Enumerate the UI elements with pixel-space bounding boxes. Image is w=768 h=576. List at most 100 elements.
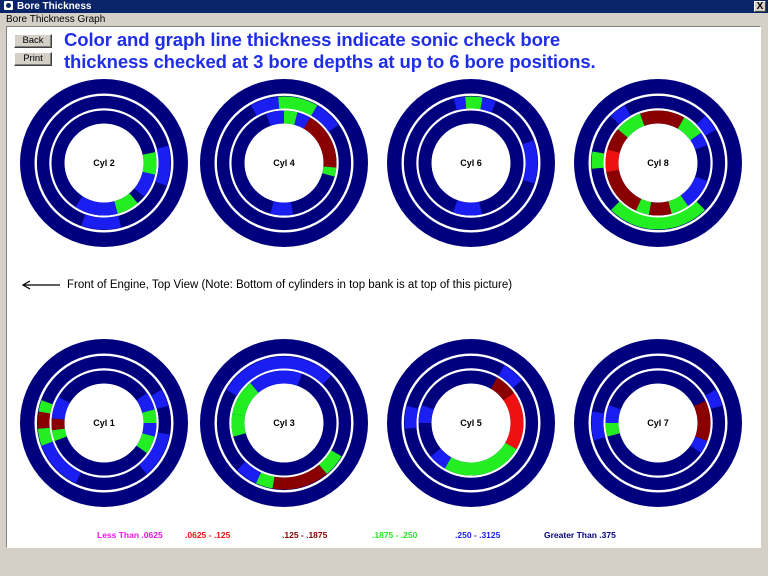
thickness-segment-blue	[404, 405, 419, 429]
thickness-segment-red	[503, 392, 524, 450]
legend-item-125-1875: .125 - .1875	[282, 530, 328, 540]
thickness-segment-green	[231, 413, 246, 437]
cylinder-label: Cyl 8	[647, 158, 669, 168]
ring-separator	[401, 93, 541, 233]
ring-separator	[49, 368, 159, 478]
cylinder-label: Cyl 1	[93, 418, 115, 428]
thickness-segment-red	[605, 149, 620, 173]
thickness-segment-green	[136, 432, 155, 454]
ring-separator	[49, 108, 159, 218]
cylinder-cyl-7: Cyl 7	[574, 339, 742, 507]
cylinder-cyl-1: Cyl 1	[20, 339, 188, 507]
cylinder-label: Cyl 7	[647, 418, 669, 428]
print-button[interactable]: Print	[14, 52, 52, 66]
thickness-segment-green	[617, 113, 645, 138]
thickness-segment-darkred	[607, 129, 628, 154]
thickness-segment-blue	[138, 432, 170, 474]
bore-interior	[431, 383, 511, 463]
thickness-segment-blue	[690, 132, 708, 150]
thickness-segment-blue	[591, 411, 606, 441]
thickness-segment-blue	[453, 96, 467, 111]
thickness-segment-green	[610, 201, 706, 230]
thickness-segment-blue	[605, 405, 621, 424]
ring-separator	[603, 108, 713, 218]
ring-separator	[603, 368, 713, 478]
bore-interior	[431, 123, 511, 203]
bore-interior	[618, 383, 698, 463]
cylinder-cyl-8: Cyl 8	[574, 79, 742, 247]
thickness-segment-blue	[142, 422, 157, 437]
thickness-segment-darkred	[490, 377, 515, 401]
thickness-segment-blue	[705, 389, 723, 410]
thickness-segment-blue	[136, 392, 155, 414]
menu-item-bore-thickness-graph[interactable]: Bore Thickness Graph	[6, 14, 106, 25]
thickness-segment-blue	[250, 370, 285, 393]
thickness-segment-blue	[270, 201, 294, 216]
thickness-segment-green	[591, 151, 605, 169]
cylinder-cyl-3: Cyl 3	[200, 339, 368, 507]
ring-separator	[588, 353, 728, 493]
thickness-segment-blue	[155, 145, 171, 186]
thickness-segment-darkred	[648, 201, 672, 216]
headline: Color and graph line thickness indicate …	[64, 29, 754, 73]
bore-interior	[64, 383, 144, 463]
thickness-segment-blue	[522, 140, 538, 184]
thickness-segment-green	[113, 193, 138, 214]
ring-separator	[34, 353, 174, 493]
thickness-segment-blue	[430, 448, 452, 469]
ring-separator	[229, 368, 339, 478]
cylinder-label: Cyl 2	[93, 158, 115, 168]
ring-separator	[401, 353, 541, 493]
thickness-segment-blue	[498, 365, 522, 389]
close-button[interactable]: X	[754, 1, 766, 12]
thickness-segment-blue	[134, 171, 156, 197]
thickness-segment-darkred	[272, 464, 327, 490]
legend-item-250-3125: .250 - .3125	[455, 530, 501, 540]
thickness-segment-darkred	[606, 169, 642, 211]
thickness-segment-blue	[690, 436, 708, 454]
ring-separator	[588, 93, 728, 233]
headline-line-2: thickness checked at 3 bore depths at up…	[64, 51, 596, 72]
legend-item-less-than-0625: Less Than .0625	[97, 530, 163, 540]
thickness-segment-blue	[266, 110, 285, 126]
thickness-segment-blue	[418, 405, 434, 424]
thickness-segment-green	[283, 110, 298, 125]
thickness-segment-green	[322, 166, 337, 177]
thickness-segment-blue	[51, 396, 70, 420]
app-icon	[4, 1, 13, 10]
front-of-engine-text: Front of Engine, Top View (Note: Bottom …	[67, 279, 513, 291]
thickness-segment-blue	[283, 356, 332, 385]
thickness-segment-green	[465, 96, 483, 110]
thickness-segment-green	[232, 382, 259, 417]
title-bar: Bore Thickness X	[0, 0, 768, 13]
thickness-segment-blue	[226, 356, 285, 396]
thickness-segment-blue	[81, 214, 122, 230]
thickness-segment-darkred	[303, 117, 337, 168]
cylinder-diagram: Cyl 2 Cyl 4 Cyl 6 Cyl 8 Cyl 1 Cyl 3 Cyl 5 Cyl 7	[20, 79, 742, 507]
back-button[interactable]: Back	[14, 34, 52, 48]
cylinder-cyl-6: Cyl 6	[387, 79, 555, 247]
thickness-segment-blue	[250, 96, 280, 116]
thickness-segment-green	[605, 422, 620, 437]
cylinder-label: Cyl 5	[460, 418, 482, 428]
thickness-segment-darkred	[695, 418, 711, 441]
graph-canvas: Cyl 2 Cyl 4 Cyl 6 Cyl 8 Cyl 1 Cyl 3 Cyl 5 Cyl 7…	[6, 26, 761, 548]
cylinder-label: Cyl 4	[273, 158, 295, 168]
legend-item-1875-250: .1875 - .250	[372, 530, 418, 540]
thickness-segment-blue	[696, 115, 716, 136]
ring-separator	[34, 93, 174, 233]
thickness-segment-blue	[41, 441, 82, 484]
thickness-segment-green	[318, 450, 342, 474]
cylinder-cyl-2: Cyl 2	[20, 79, 188, 247]
bore-interior	[244, 123, 324, 203]
bore-interior	[618, 123, 698, 203]
status-bar	[0, 552, 768, 576]
ring-separator	[229, 108, 339, 218]
window-title: Bore Thickness	[17, 1, 92, 12]
ring-separator	[214, 93, 354, 233]
thickness-segment-blue	[294, 112, 311, 129]
arrow-left-icon	[21, 280, 60, 290]
thickness-segment-green	[37, 427, 53, 446]
thickness-segment-blue	[94, 201, 118, 216]
